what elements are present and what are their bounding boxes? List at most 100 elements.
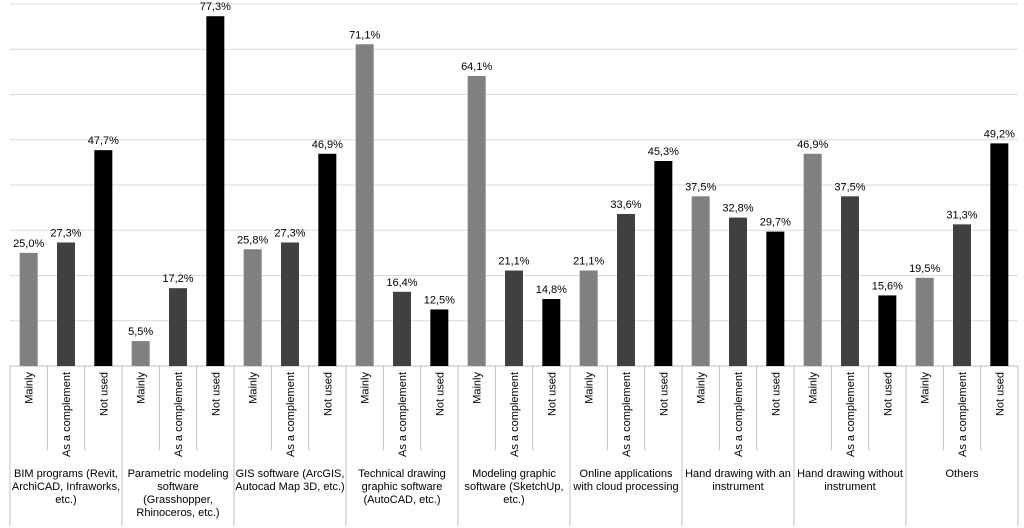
group-label-line: Hand drawing without bbox=[797, 468, 903, 480]
subcategory-label: Not used bbox=[210, 372, 222, 416]
data-label: 5,5% bbox=[128, 326, 153, 338]
subcategory-label: Mainly bbox=[584, 372, 596, 404]
bar bbox=[654, 161, 673, 366]
bar bbox=[803, 153, 822, 366]
subcategory-label: Mainly bbox=[248, 372, 260, 404]
group-label-line: GIS software (ArcGIS, bbox=[236, 468, 345, 480]
group-label: BIM programs (Revit, ArchiCAD, Infraworks… bbox=[12, 468, 120, 506]
data-label: 37,5% bbox=[834, 181, 865, 193]
group-label-line: BIM programs (Revit, bbox=[14, 468, 118, 480]
bar bbox=[355, 44, 374, 367]
subcategory-label: As a complement bbox=[845, 372, 857, 457]
group-label-line: Rhinoceros, etc.) bbox=[136, 507, 219, 519]
group-label-line: Parametric modeling bbox=[128, 468, 229, 480]
data-label: 31,3% bbox=[946, 209, 977, 221]
data-label: 49,2% bbox=[984, 128, 1015, 140]
subcategory-label: As a complement bbox=[173, 372, 185, 457]
group-label: Online applications with cloud processing bbox=[572, 468, 678, 493]
group-label-line: Online applications bbox=[580, 468, 673, 480]
bar bbox=[131, 341, 150, 366]
data-label: 32,8% bbox=[722, 203, 753, 215]
group-label: Parametric modeling software (Grasshopper,… bbox=[128, 468, 229, 519]
bar bbox=[617, 213, 635, 366]
data-label: 45,3% bbox=[648, 146, 679, 158]
subcategory-label: Mainly bbox=[472, 372, 484, 404]
data-label: 46,9% bbox=[797, 139, 828, 151]
group-label: Technical drawing graphic software (AutoCA… bbox=[358, 468, 445, 506]
group-label-line: (Grasshopper, bbox=[143, 494, 213, 506]
group-label-line: Autocad Map 3D, etc.) bbox=[235, 481, 344, 493]
data-label: 77,3% bbox=[200, 1, 231, 13]
bar bbox=[579, 270, 598, 366]
group-label-line: Modeling graphic bbox=[472, 468, 556, 480]
bar bbox=[990, 143, 1009, 366]
subcategory-label: As a complement bbox=[61, 372, 73, 457]
group-label-line: etc.) bbox=[55, 494, 76, 506]
subcategory-label: As a complement bbox=[621, 372, 633, 457]
data-label: 16,4% bbox=[386, 277, 417, 289]
bar bbox=[542, 299, 561, 366]
data-label: 14,8% bbox=[536, 284, 567, 296]
group-label: Hand drawing without instrument bbox=[797, 468, 903, 493]
data-label: 17,2% bbox=[162, 273, 193, 285]
group-label-line: software bbox=[157, 481, 199, 493]
subcategory-label: Mainly bbox=[920, 372, 932, 404]
data-label: 47,7% bbox=[88, 135, 119, 147]
data-label: 37,5% bbox=[685, 181, 716, 193]
bar bbox=[206, 16, 225, 367]
subcategory-label: Not used bbox=[658, 372, 670, 416]
bar bbox=[766, 231, 785, 366]
data-label: 29,7% bbox=[760, 217, 791, 229]
group-label-line: instrument bbox=[824, 481, 875, 493]
group-label-line: ArchiCAD, Infraworks, bbox=[12, 481, 120, 493]
data-label: 64,1% bbox=[461, 61, 492, 73]
subcategory-label: Not used bbox=[434, 372, 446, 416]
data-label: 19,5% bbox=[909, 263, 940, 275]
group-label-line: etc.) bbox=[503, 494, 524, 506]
subcategory-label: Mainly bbox=[136, 372, 148, 404]
subcategory-label: Mainly bbox=[808, 372, 820, 404]
subcategory-label: As a complement bbox=[397, 372, 409, 457]
data-label: 15,6% bbox=[872, 280, 903, 292]
bar bbox=[841, 196, 859, 366]
group-label: GIS software (ArcGIS, Autocad Map 3D, etc… bbox=[235, 468, 344, 493]
group-label-line: instrument bbox=[712, 481, 763, 493]
bar bbox=[729, 217, 747, 366]
bar bbox=[691, 196, 710, 366]
data-label: 25,0% bbox=[13, 238, 44, 250]
data-label: 46,9% bbox=[312, 139, 343, 151]
group-label: Hand drawing with an instrument bbox=[685, 468, 791, 493]
group-label-line: Technical drawing bbox=[358, 468, 445, 480]
data-label: 21,1% bbox=[498, 256, 529, 268]
bar bbox=[878, 295, 897, 366]
bar bbox=[505, 270, 523, 366]
bar bbox=[393, 291, 411, 366]
bar bbox=[281, 242, 299, 366]
bar bbox=[169, 288, 187, 366]
data-label: 12,5% bbox=[424, 294, 455, 306]
group-label-line: Hand drawing with an bbox=[685, 468, 791, 480]
bar bbox=[430, 309, 449, 366]
subcategory-label: As a complement bbox=[509, 372, 521, 457]
subcategory-label: Not used bbox=[322, 372, 334, 416]
group-label-line: Others bbox=[945, 468, 979, 480]
data-label: 25,8% bbox=[237, 234, 268, 246]
group-label-line: graphic software bbox=[362, 481, 443, 493]
group-label-line: with cloud processing bbox=[572, 481, 678, 493]
subcategory-label: Mainly bbox=[696, 372, 708, 404]
bar bbox=[915, 277, 934, 366]
group-label-line: (AutoCAD, etc.) bbox=[363, 494, 440, 506]
data-label: 27,3% bbox=[274, 227, 305, 239]
subcategory-label: Not used bbox=[546, 372, 558, 416]
data-label: 27,3% bbox=[50, 227, 81, 239]
data-label: 71,1% bbox=[349, 29, 380, 41]
group-label: Modeling graphic software (SketchUp, etc.) bbox=[464, 468, 563, 506]
group-label: Others bbox=[945, 468, 979, 480]
subcategory-label: Mainly bbox=[360, 372, 372, 404]
data-label: 21,1% bbox=[573, 256, 604, 268]
subcategory-label: Mainly bbox=[24, 372, 36, 404]
bar bbox=[57, 242, 75, 366]
group-label-line: software (SketchUp, bbox=[464, 481, 563, 493]
